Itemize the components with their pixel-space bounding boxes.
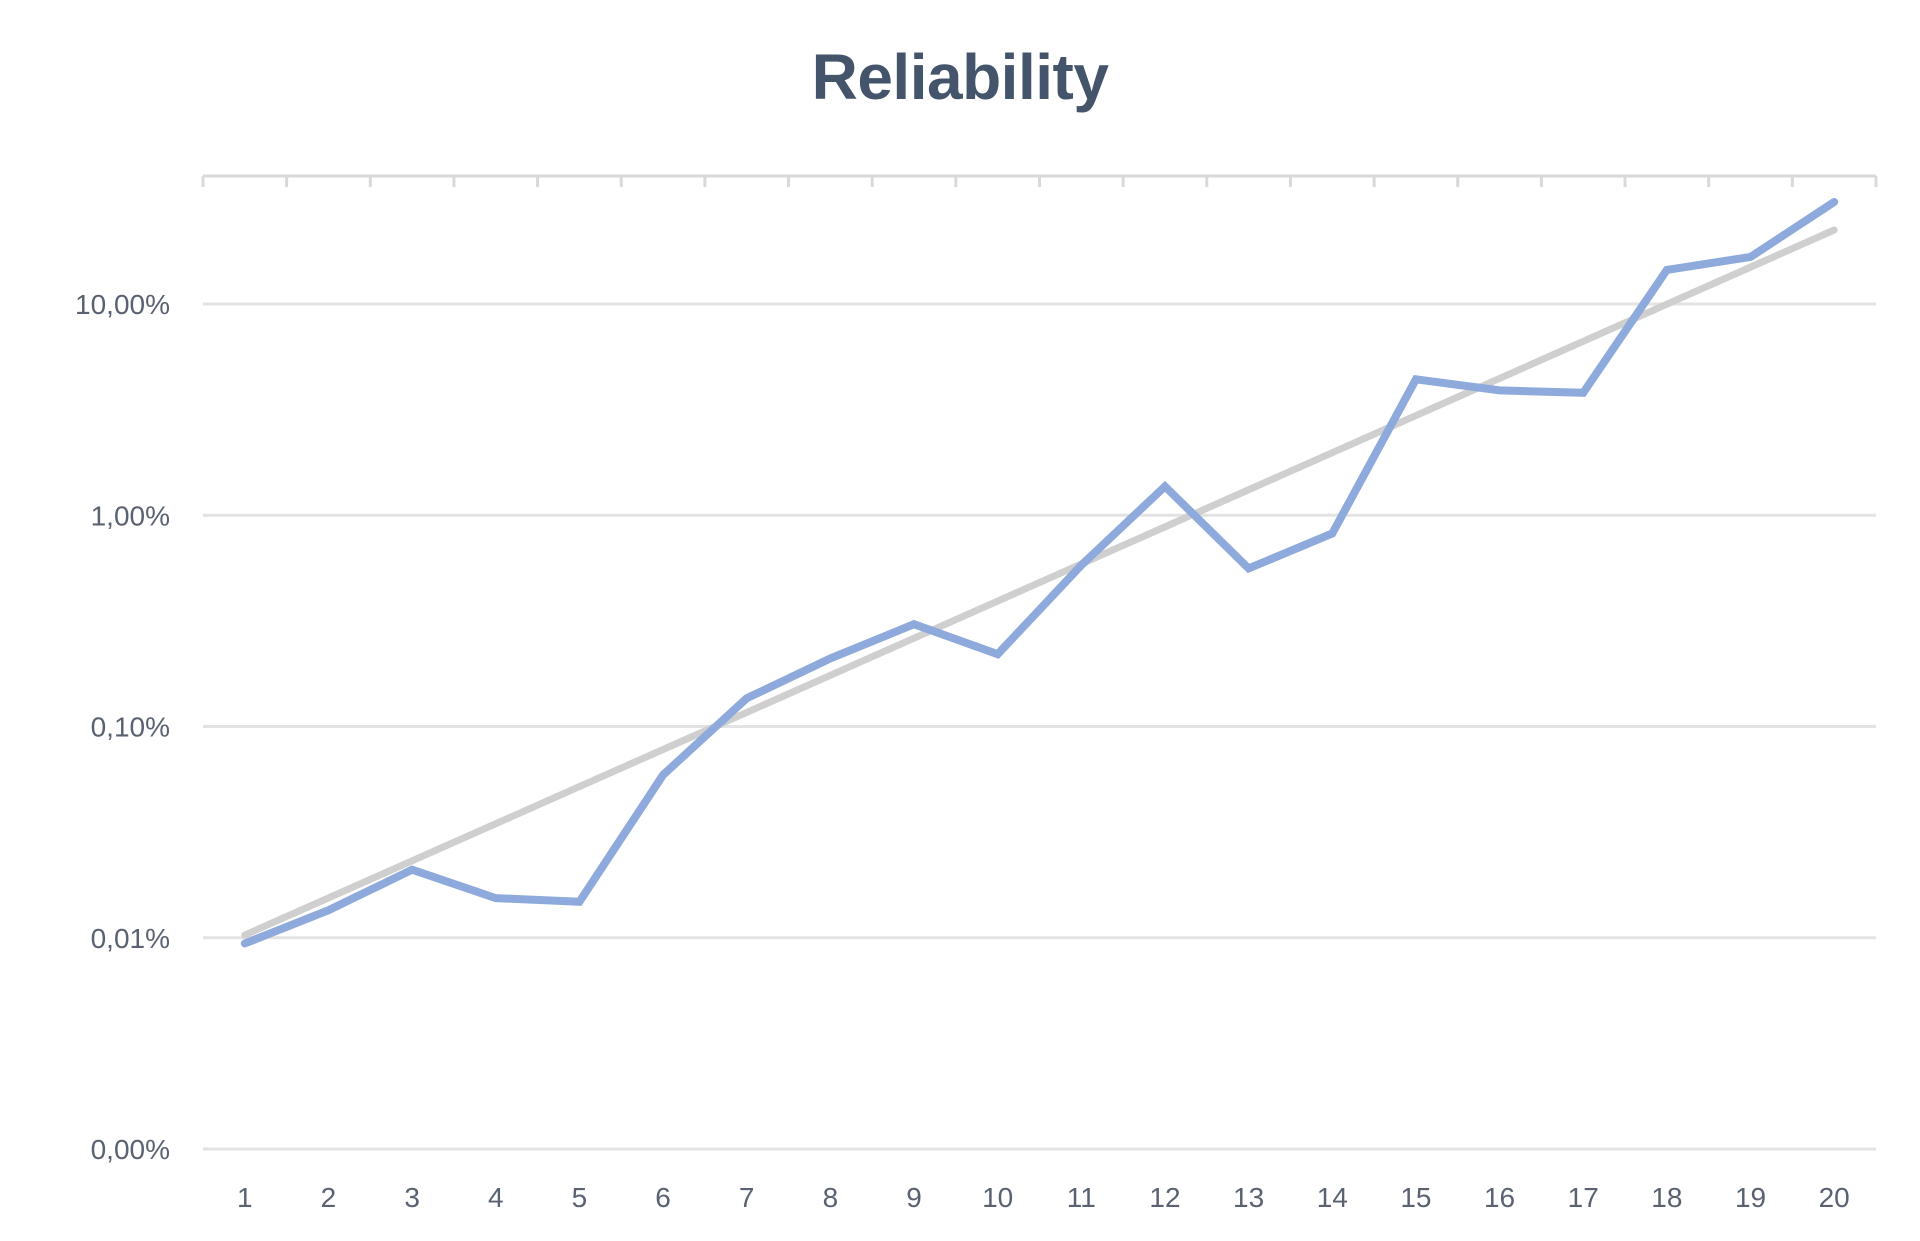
- x-tick-label: 18: [1651, 1182, 1682, 1213]
- x-tick-label: 4: [488, 1182, 504, 1213]
- x-tick-label: 8: [823, 1182, 839, 1213]
- x-tick-label: 1: [237, 1182, 253, 1213]
- x-tick-label: 14: [1317, 1182, 1348, 1213]
- x-tick-label: 5: [572, 1182, 588, 1213]
- trendline: [241, 226, 1838, 939]
- gridlines: [203, 302, 1876, 1151]
- x-tick-label: 9: [906, 1182, 922, 1213]
- reliability-line: [240, 197, 1839, 948]
- x-tick-label: 19: [1735, 1182, 1766, 1213]
- top-axis-line: [201, 174, 1878, 187]
- series-lines: [240, 197, 1839, 948]
- y-tick-label: 0,01%: [91, 923, 170, 954]
- x-tick-label: 12: [1149, 1182, 1180, 1213]
- x-tick-label: 6: [655, 1182, 671, 1213]
- x-tick-label: 17: [1568, 1182, 1599, 1213]
- x-axis-labels: 1 2 3 4 5 6 7 8 9 10 11 12 13 14 15 16 17 18 19 20: [237, 1182, 1850, 1213]
- y-axis-labels: 10,00% 1,00% 0,10% 0,01% 0,00%: [75, 289, 170, 1165]
- y-tick-label: 1,00%: [91, 500, 170, 531]
- y-tick-label: 0,00%: [91, 1134, 170, 1165]
- y-tick-label: 0,10%: [91, 712, 170, 743]
- x-tick-label: 16: [1484, 1182, 1515, 1213]
- x-tick-label: 2: [321, 1182, 337, 1213]
- x-tick-label: 7: [739, 1182, 755, 1213]
- x-tick-label: 13: [1233, 1182, 1264, 1213]
- chart-title: Reliability: [811, 41, 1109, 113]
- x-tick-label: 10: [982, 1182, 1013, 1213]
- x-tick-label: 15: [1400, 1182, 1431, 1213]
- y-tick-label: 10,00%: [75, 289, 170, 320]
- x-tick-label: 3: [404, 1182, 420, 1213]
- x-tick-label: 20: [1819, 1182, 1850, 1213]
- x-tick-label: 11: [1067, 1182, 1096, 1213]
